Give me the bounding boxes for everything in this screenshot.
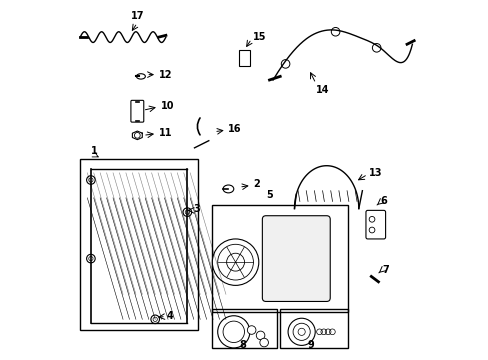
Circle shape bbox=[368, 227, 374, 233]
Text: 13: 13 bbox=[368, 168, 382, 178]
Circle shape bbox=[86, 176, 95, 184]
FancyBboxPatch shape bbox=[262, 216, 329, 301]
Text: 12: 12 bbox=[159, 69, 172, 80]
Bar bbox=[239, 50, 249, 66]
Text: 5: 5 bbox=[265, 190, 272, 200]
Ellipse shape bbox=[136, 74, 145, 79]
Bar bbox=[212, 309, 276, 348]
FancyBboxPatch shape bbox=[365, 210, 385, 239]
Text: 11: 11 bbox=[159, 128, 172, 138]
Circle shape bbox=[212, 239, 258, 285]
Circle shape bbox=[372, 44, 380, 52]
Text: 14: 14 bbox=[315, 85, 329, 95]
Circle shape bbox=[259, 338, 268, 347]
Circle shape bbox=[281, 60, 289, 68]
Text: 8: 8 bbox=[239, 340, 245, 350]
Circle shape bbox=[217, 316, 249, 348]
FancyBboxPatch shape bbox=[131, 100, 143, 122]
Text: 10: 10 bbox=[160, 101, 174, 111]
Circle shape bbox=[86, 254, 95, 263]
Circle shape bbox=[183, 208, 191, 216]
Circle shape bbox=[287, 318, 315, 345]
Ellipse shape bbox=[223, 185, 233, 193]
Circle shape bbox=[256, 331, 264, 340]
Text: 17: 17 bbox=[130, 11, 144, 21]
Circle shape bbox=[368, 216, 374, 222]
Text: 16: 16 bbox=[228, 124, 242, 134]
Text: 6: 6 bbox=[380, 197, 386, 206]
Text: 1: 1 bbox=[91, 147, 98, 157]
Text: 9: 9 bbox=[306, 340, 313, 350]
Text: 4: 4 bbox=[166, 311, 173, 321]
Bar bbox=[280, 309, 347, 348]
Text: 3: 3 bbox=[193, 204, 200, 214]
Text: 15: 15 bbox=[253, 32, 266, 42]
Circle shape bbox=[331, 27, 339, 36]
Circle shape bbox=[151, 315, 159, 324]
Circle shape bbox=[247, 326, 255, 334]
Bar bbox=[212, 205, 347, 312]
Text: 7: 7 bbox=[381, 265, 388, 275]
Text: 2: 2 bbox=[253, 179, 260, 189]
Bar bbox=[80, 158, 198, 330]
